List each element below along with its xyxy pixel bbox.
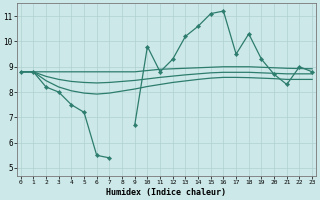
X-axis label: Humidex (Indice chaleur): Humidex (Indice chaleur) [107,188,227,197]
